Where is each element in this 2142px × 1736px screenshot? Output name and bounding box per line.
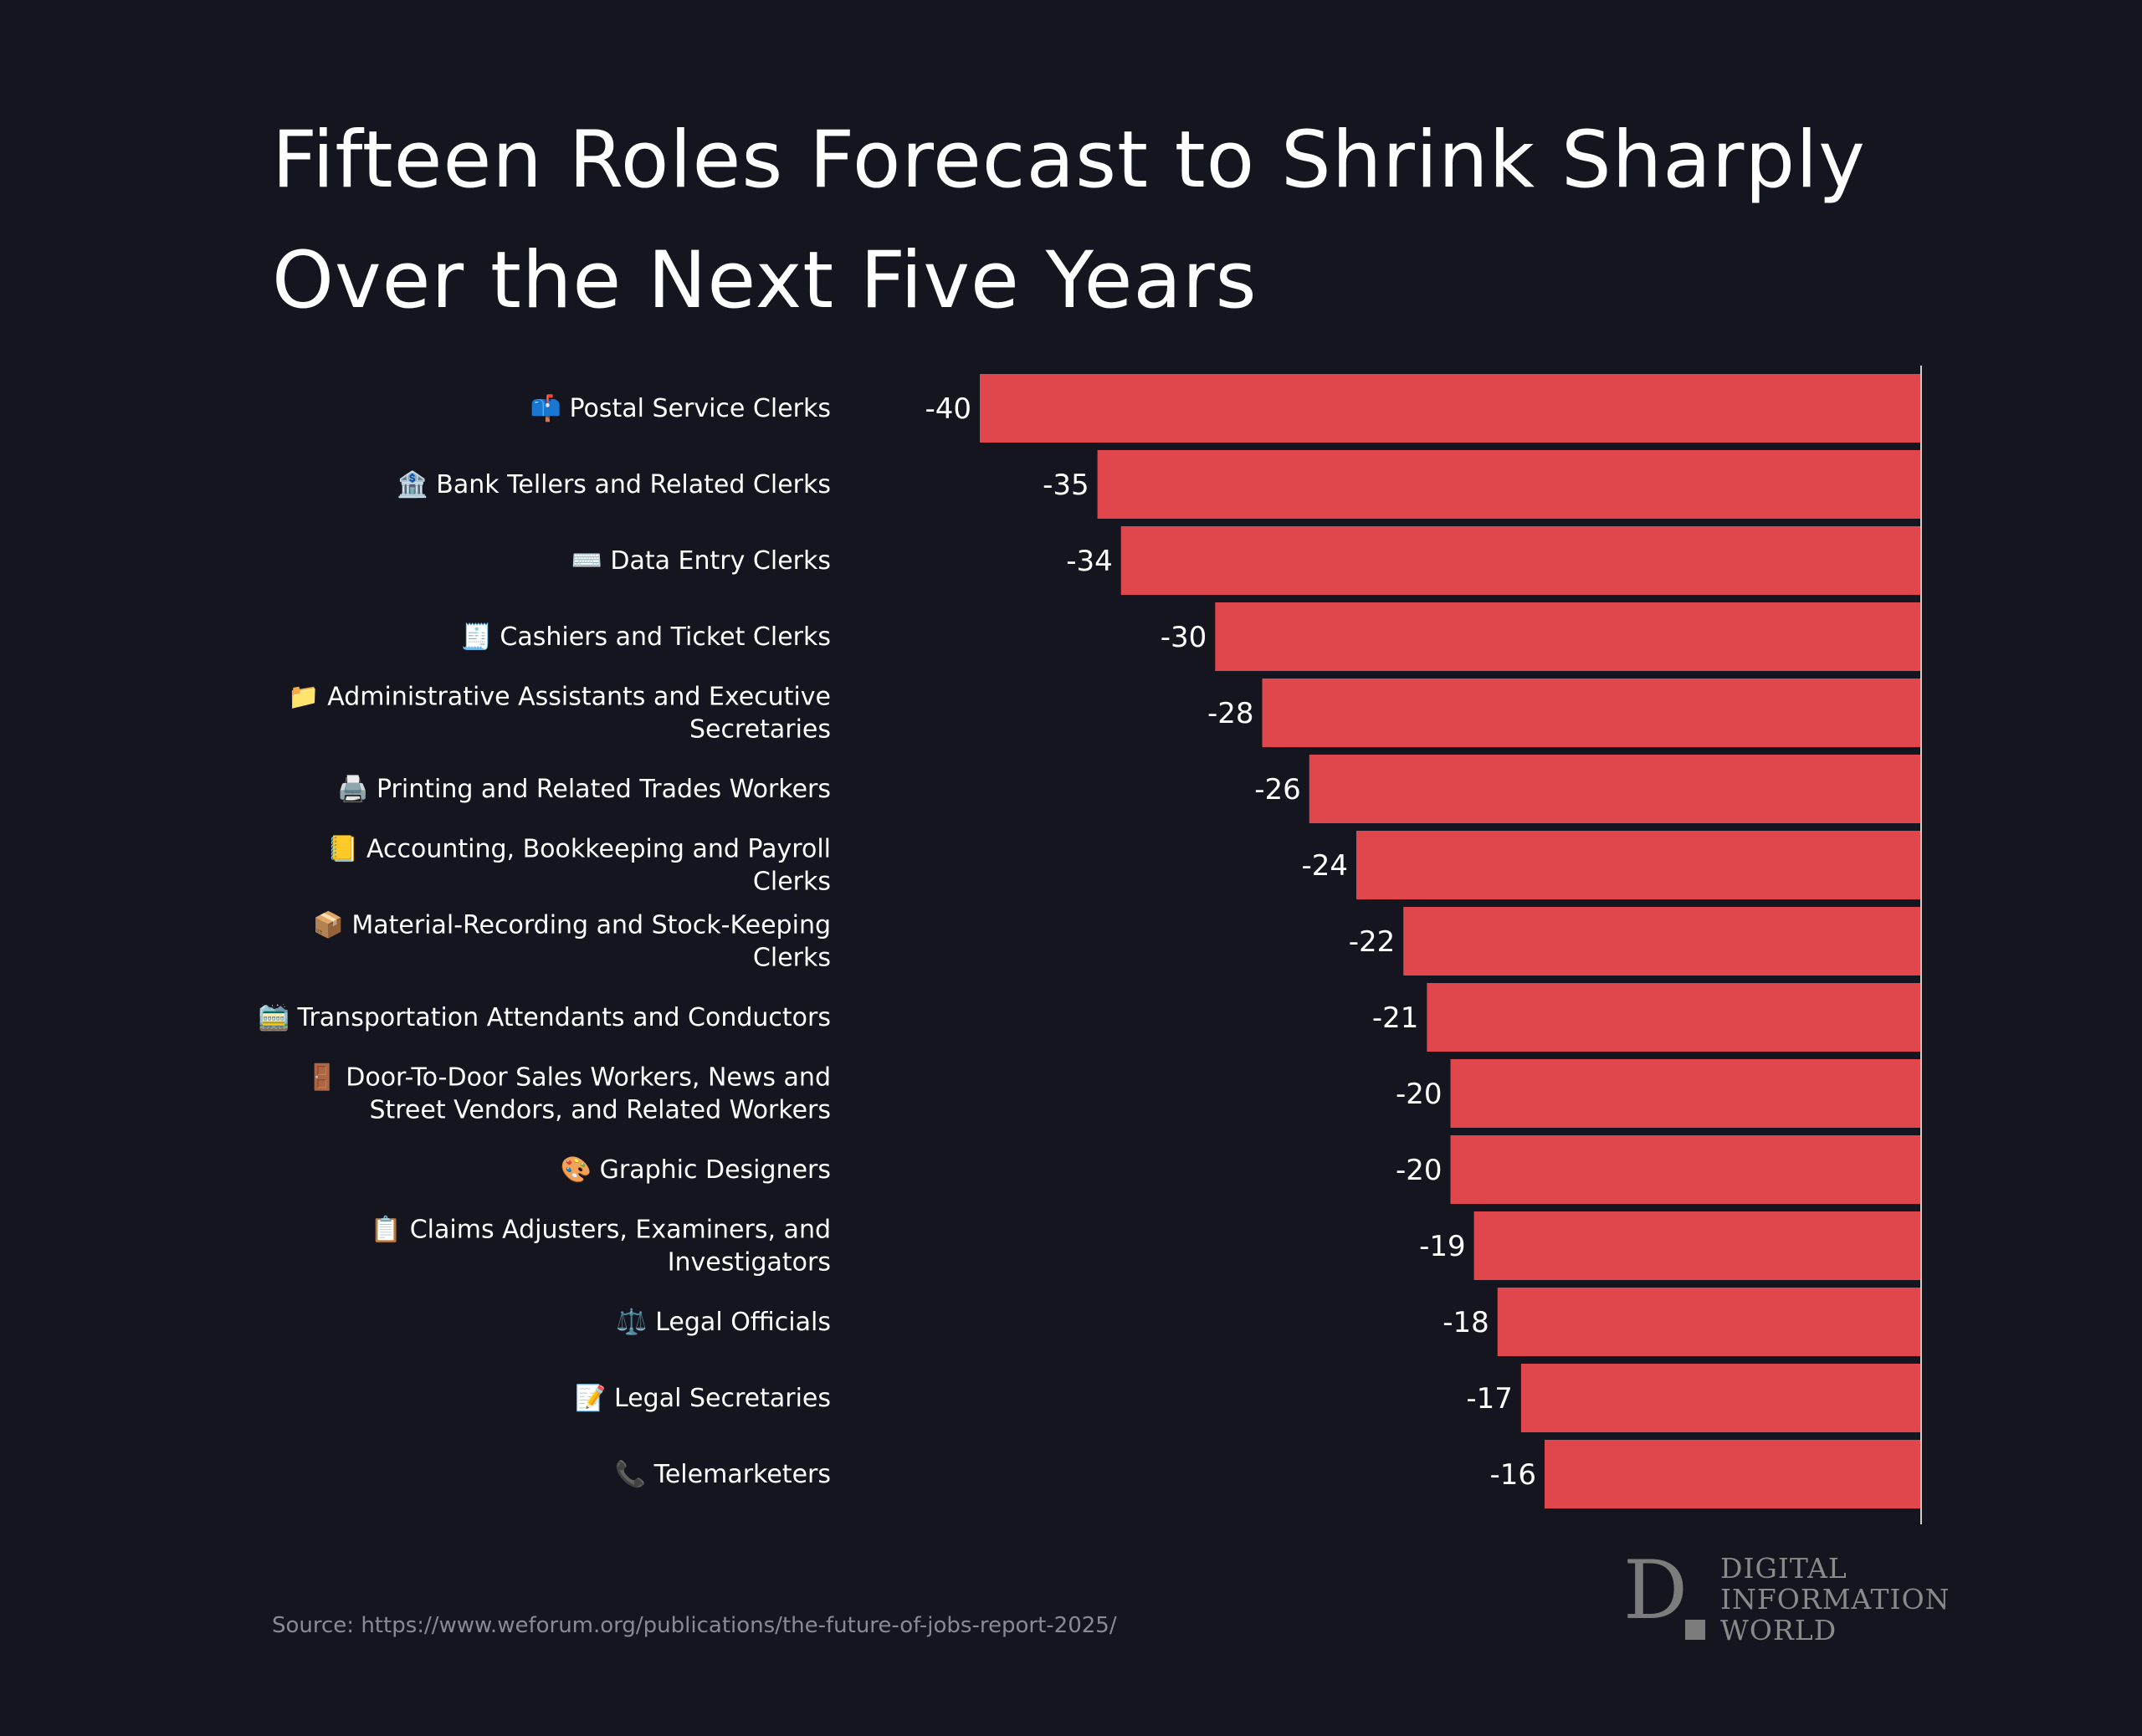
bar-13 bbox=[1520, 1364, 1921, 1432]
value-label-13: -17 bbox=[1466, 1382, 1513, 1416]
source-note: Source: https://www.weforum.org/publicat… bbox=[272, 1613, 1117, 1638]
bar-chart: -40 📫 Postal Service Clerks -35 🏦 Bank Tell… bbox=[259, 366, 1922, 1524]
bar-7 bbox=[1403, 907, 1921, 976]
bar-12 bbox=[1497, 1288, 1921, 1356]
category-label-0-line-0: 📫 Postal Service Clerks bbox=[530, 393, 831, 423]
value-label-4: -28 bbox=[1207, 697, 1254, 730]
category-label-11: 📋 Claims Adjusters, Examiners, andInvest… bbox=[371, 1215, 831, 1278]
value-label-0: -40 bbox=[925, 392, 971, 426]
category-label-5: 🖨️ Printing and Related Trades Workers bbox=[337, 774, 831, 804]
bar-4 bbox=[1262, 679, 1921, 747]
value-label-10: -20 bbox=[1396, 1154, 1443, 1187]
category-label-8-line-0: 🚞 Transportation Attendants and Conducto… bbox=[259, 1003, 831, 1032]
chart-title: Fifteen Roles Forecast to Shrink Sharply… bbox=[272, 100, 1945, 341]
logo-line-2: INFORMATION bbox=[1720, 1583, 1950, 1616]
logo-square-icon bbox=[1685, 1620, 1705, 1640]
value-label-7: -22 bbox=[1349, 925, 1396, 959]
value-label-8: -21 bbox=[1372, 1001, 1419, 1035]
value-label-5: -26 bbox=[1254, 773, 1301, 807]
category-label-1: 🏦 Bank Tellers and Related Clerks bbox=[397, 469, 831, 499]
category-label-14-line-0: 📞 Telemarketers bbox=[615, 1457, 831, 1489]
category-label-1-line-0: 🏦 Bank Tellers and Related Clerks bbox=[397, 469, 831, 499]
value-label-2: -34 bbox=[1066, 545, 1113, 578]
category-label-3-line-0: 🧾 Cashiers and Ticket Clerks bbox=[461, 622, 832, 652]
category-label-4: 📁 Administrative Assistants and Executiv… bbox=[288, 683, 831, 745]
logo-line-1: DIGITAL bbox=[1720, 1552, 1847, 1585]
bar-8 bbox=[1427, 983, 1921, 1052]
logo-mark: D bbox=[1623, 1544, 1688, 1637]
bar-5 bbox=[1309, 755, 1921, 823]
value-label-11: -19 bbox=[1419, 1230, 1466, 1263]
bar-10 bbox=[1450, 1135, 1921, 1204]
category-label-7-line-1: Clerks bbox=[753, 944, 831, 973]
category-label-5-line-0: 🖨️ Printing and Related Trades Workers bbox=[337, 774, 831, 804]
category-label-12: ⚖️ Legal Officials bbox=[616, 1307, 831, 1337]
value-label-9: -20 bbox=[1396, 1078, 1443, 1111]
bar-11 bbox=[1473, 1211, 1921, 1280]
category-label-2-line-0: ⌨️ Data Entry Clerks bbox=[571, 546, 832, 576]
value-label-14: -16 bbox=[1489, 1458, 1536, 1492]
title-line-1: Fifteen Roles Forecast to Shrink Sharply bbox=[272, 115, 1866, 206]
category-label-10: 🎨 Graphic Designers bbox=[561, 1154, 831, 1185]
category-label-6: 📒 Accounting, Bookkeeping and Payroll Cle… bbox=[327, 835, 831, 897]
category-label-0: 📫 Postal Service Clerks bbox=[530, 393, 831, 423]
value-label-3: -30 bbox=[1161, 621, 1207, 654]
category-label-4-line-0: 📁 Administrative Assistants and Executiv… bbox=[288, 683, 831, 712]
brand-logo: D DIGITAL INFORMATION WORLD bbox=[1623, 1544, 1950, 1646]
category-label-6-line-0: 📒 Accounting, Bookkeeping and Payroll bbox=[327, 835, 831, 864]
title-line-2: Over the Next Five Years bbox=[272, 235, 1258, 326]
logo-wordmark: DIGITAL INFORMATION WORLD bbox=[1720, 1553, 1950, 1646]
category-label-14: 📞 Telemarketers bbox=[615, 1457, 831, 1489]
category-label-13: 📝 Legal Secretaries bbox=[575, 1383, 831, 1413]
category-label-11-line-0: 📋 Claims Adjusters, Examiners, and bbox=[371, 1215, 831, 1245]
logo-line-3: WORLD bbox=[1720, 1614, 1837, 1646]
category-label-7-line-0: 📦 Material-Recording and Stock-Keeping bbox=[312, 910, 831, 940]
category-label-9-line-0: 🚪 Door-To-Door Sales Workers, News and bbox=[306, 1063, 831, 1093]
category-label-3: 🧾 Cashiers and Ticket Clerks bbox=[461, 622, 832, 652]
category-label-9: 🚪 Door-To-Door Sales Workers, News and St… bbox=[306, 1063, 831, 1125]
bar-3 bbox=[1215, 602, 1921, 671]
category-label-9-line-1: Street Vendors, and Related Workers bbox=[369, 1096, 831, 1125]
bar-2 bbox=[1120, 526, 1921, 595]
category-label-2: ⌨️ Data Entry Clerks bbox=[571, 546, 832, 576]
category-label-13-line-0: 📝 Legal Secretaries bbox=[575, 1383, 831, 1413]
bar-0 bbox=[980, 374, 1921, 443]
category-label-8: 🚞 Transportation Attendants and Conducto… bbox=[259, 1003, 831, 1032]
category-label-12-line-0: ⚖️ Legal Officials bbox=[616, 1307, 831, 1337]
value-label-12: -18 bbox=[1443, 1306, 1489, 1339]
category-label-6-line-1: Clerks bbox=[753, 868, 831, 897]
bar-14 bbox=[1545, 1440, 1921, 1508]
category-label-11-line-1: Investigators bbox=[668, 1248, 831, 1278]
value-label-1: -35 bbox=[1043, 469, 1089, 502]
value-label-6: -24 bbox=[1301, 849, 1348, 883]
bar-9 bbox=[1450, 1059, 1921, 1128]
category-label-10-line-0: 🎨 Graphic Designers bbox=[561, 1154, 831, 1185]
category-label-4-line-1: Secretaries bbox=[689, 715, 831, 745]
bar-6 bbox=[1356, 831, 1921, 899]
category-label-7: 📦 Material-Recording and Stock-Keeping Cl… bbox=[312, 910, 831, 973]
bar-1 bbox=[1097, 450, 1921, 519]
